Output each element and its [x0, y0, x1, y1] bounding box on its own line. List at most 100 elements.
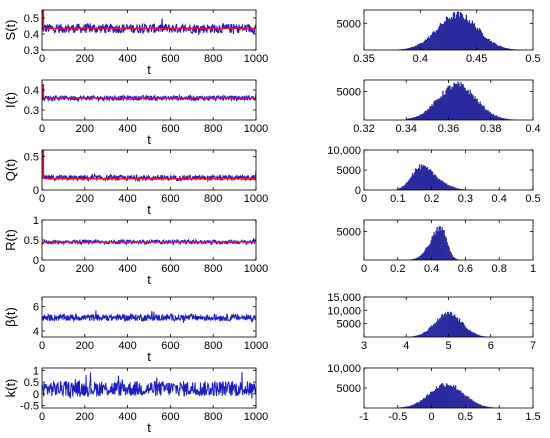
- histogram-bar: [468, 20, 471, 50]
- histogram-bar: [406, 182, 409, 190]
- x-tick-label: 1000: [244, 193, 268, 205]
- histogram-bar: [426, 37, 429, 50]
- histogram-bar: [467, 396, 469, 408]
- plot-frame: [41, 9, 257, 51]
- histogram-bar: [441, 383, 444, 408]
- x-tick-label: 0: [39, 53, 45, 65]
- histogram-panel: 0 0.2 0.4 0.6 0.8 1 5000: [337, 219, 536, 275]
- y-tick-label: 10,000: [327, 145, 361, 157]
- histogram-bar: [429, 169, 432, 190]
- histogram-bar: [413, 404, 416, 408]
- histogram-bar: [499, 117, 501, 120]
- histogram-bar: [482, 405, 484, 408]
- y-tick-label: 0: [355, 185, 361, 197]
- histogram-bar: [497, 117, 499, 120]
- histogram-bar: [409, 177, 412, 190]
- timeseries-panel: 0 200 400 600 800 1000 0 0.5 t Q(t): [3, 149, 268, 217]
- histogram-bar: [455, 258, 457, 260]
- histogram-bar: [421, 333, 423, 337]
- histogram-bar: [491, 42, 494, 50]
- histogram-bar: [431, 391, 434, 408]
- histogram-bar: [410, 118, 412, 120]
- histogram-bar: [402, 185, 405, 190]
- histogram-bar: [402, 407, 405, 408]
- histogram-bar: [415, 258, 417, 260]
- y-axis-label: β(t): [3, 307, 18, 327]
- histogram-bar: [484, 109, 486, 120]
- histogram-bar: [417, 402, 420, 408]
- histogram-bar: [409, 118, 411, 120]
- histogram-bar: [424, 166, 427, 190]
- histogram-bar: [446, 384, 449, 408]
- histogram-bar: [431, 236, 433, 260]
- histogram-bar: [426, 166, 429, 190]
- histogram-bar: [481, 105, 483, 120]
- x-tick-label: 200: [76, 193, 94, 205]
- histogram-bar: [426, 247, 428, 260]
- histogram-bar: [484, 406, 486, 408]
- histogram-bar: [426, 394, 429, 408]
- histogram-bar: [443, 182, 445, 190]
- histogram-bar: [465, 395, 467, 408]
- x-tick-label: 0.35: [353, 53, 374, 65]
- plot-frame: [363, 219, 534, 261]
- histogram-bar: [477, 30, 480, 50]
- histogram-bar: [455, 14, 458, 50]
- histogram-bar: [479, 335, 482, 337]
- y-axis-label: k(t): [3, 379, 18, 398]
- x-tick-label: 800: [204, 340, 222, 352]
- histogram-bar: [435, 100, 437, 120]
- histogram-bar: [498, 116, 500, 120]
- histogram-bar: [459, 86, 461, 120]
- x-tick-label: 600: [161, 263, 179, 275]
- histogram-bar: [448, 184, 450, 190]
- histogram-bar: [445, 89, 447, 120]
- histogram-bar: [474, 333, 477, 337]
- histogram-bar: [437, 318, 439, 337]
- histogram-bar: [448, 312, 450, 337]
- histogram-bar: [455, 385, 457, 408]
- histogram-bar: [429, 243, 431, 260]
- histogram-bar: [440, 24, 443, 50]
- histogram-bar: [456, 389, 458, 408]
- histogram-bar: [438, 226, 440, 260]
- histogram-bar: [461, 392, 463, 408]
- histogram-bar: [482, 105, 484, 120]
- histogram-bar: [413, 258, 415, 260]
- histogram-bar: [427, 246, 429, 260]
- histogram-bar: [494, 115, 496, 120]
- histogram-bar: [433, 390, 436, 408]
- histogram-bar: [436, 177, 439, 190]
- histogram-bar: [423, 165, 426, 190]
- x-tick-label: 0.4: [492, 193, 507, 205]
- histogram-bar: [407, 406, 410, 408]
- x-tick-label: 800: [204, 53, 222, 65]
- histogram-bar: [490, 407, 492, 408]
- histogram-bar: [507, 119, 509, 120]
- histogram-bar: [449, 314, 451, 337]
- histogram-bar: [420, 164, 423, 190]
- histogram-bar: [492, 42, 495, 50]
- histogram-bar: [434, 100, 436, 120]
- histogram-bar: [469, 23, 472, 50]
- histogram-bar: [457, 81, 459, 120]
- histogram-bar: [429, 35, 432, 50]
- x-tick-label: 1: [530, 263, 536, 275]
- histogram-bar: [489, 407, 491, 408]
- histogram-bar: [425, 247, 427, 260]
- histogram-bar: [460, 12, 463, 50]
- histogram-bar: [487, 110, 489, 120]
- histogram-bar: [445, 312, 447, 337]
- histogram-bar: [462, 17, 465, 50]
- histogram-bar: [446, 241, 448, 260]
- histogram-bar: [488, 39, 491, 50]
- histogram-bar: [478, 103, 480, 120]
- x-tick-label: 0: [39, 340, 45, 352]
- histogram-bar: [447, 184, 449, 190]
- histogram-bar: [491, 114, 493, 120]
- histogram-bar: [427, 36, 430, 50]
- x-axis-label: t: [147, 272, 151, 287]
- y-tick-label: 6: [33, 302, 39, 314]
- histogram-bar: [494, 43, 497, 50]
